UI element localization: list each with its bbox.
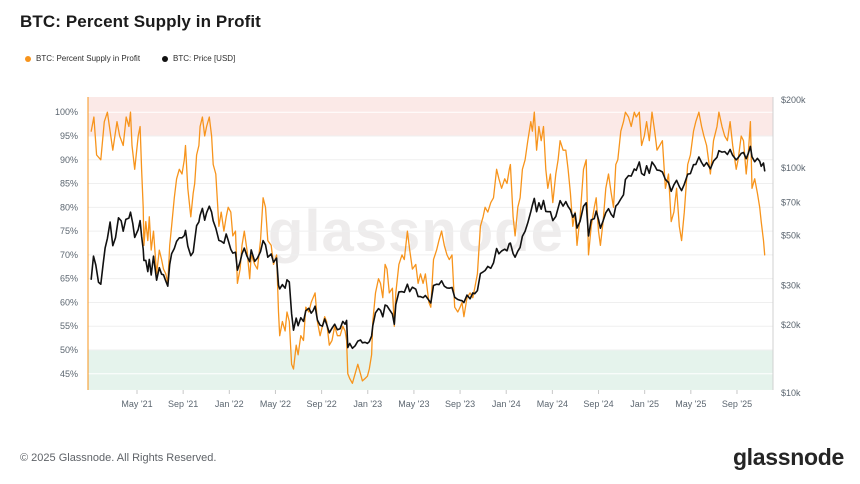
x-axis-tick-label: May '25: [675, 399, 706, 409]
y-axis-left-tick-label: 80%: [60, 202, 78, 212]
y-axis-left-tick-label: 55%: [60, 321, 78, 331]
x-axis-tick-label: Sep '21: [168, 399, 198, 409]
x-axis-tick-label: May '23: [398, 399, 429, 409]
supply-in-profit-line: [90, 111, 766, 384]
x-axis-tick-label: Jan '22: [215, 399, 244, 409]
y-axis-left-tick-label: 90%: [60, 155, 78, 165]
y-axis-right-tick-label: $30k: [781, 281, 801, 291]
y-axis-left-tick-label: 70%: [60, 250, 78, 260]
chart-legend: BTC: Percent Supply in Profit BTC: Price…: [25, 54, 235, 63]
x-axis-tick-label: Sep '25: [722, 399, 752, 409]
x-axis-tick-label: Jan '25: [630, 399, 659, 409]
high-profit-band: [88, 97, 773, 136]
y-axis-left-tick-label: 85%: [60, 179, 78, 189]
legend-dot-orange-icon: [25, 55, 31, 62]
y-axis-right-tick-label: $100k: [781, 163, 806, 173]
y-axis-left-tick-label: 60%: [60, 297, 78, 307]
y-axis-left-tick-label: 95%: [60, 131, 78, 141]
y-axis-left-tick-label: 100%: [55, 107, 78, 117]
x-axis-tick-label: Sep '24: [583, 399, 613, 409]
x-axis-tick-label: May '22: [260, 399, 291, 409]
y-axis-left-tick-label: 45%: [60, 369, 78, 379]
y-axis-left-tick-label: 50%: [60, 345, 78, 355]
x-axis-tick-label: Sep '22: [306, 399, 336, 409]
x-axis-tick-label: May '21: [121, 399, 152, 409]
low-profit-band: [88, 350, 773, 390]
x-axis-tick-label: Sep '23: [445, 399, 475, 409]
x-axis-tick-label: May '24: [537, 399, 568, 409]
page-title: BTC: Percent Supply in Profit: [20, 12, 261, 31]
y-axis-right-tick-label: $200k: [781, 95, 806, 105]
y-axis-right-tick-label: $20k: [781, 320, 801, 330]
y-axis-right-tick-label: $70k: [781, 198, 801, 208]
legend-item-supply-in-profit[interactable]: BTC: Percent Supply in Profit: [25, 54, 140, 63]
legend-label: BTC: Price [USD]: [173, 54, 236, 63]
x-axis-tick-label: Jan '23: [353, 399, 382, 409]
legend-item-price[interactable]: BTC: Price [USD]: [162, 54, 235, 63]
y-axis-right-tick-label: $50k: [781, 231, 801, 241]
y-axis-right-tick-label: $10k: [781, 388, 801, 398]
btc-price-line: [90, 145, 766, 350]
x-axis-tick-label: Jan '24: [492, 399, 521, 409]
copyright-text: © 2025 Glassnode. All Rights Reserved.: [20, 452, 217, 464]
glassnode-logo: glassnode: [732, 444, 844, 470]
legend-dot-black-icon: [162, 55, 169, 62]
y-axis-left-tick-label: 75%: [60, 226, 78, 236]
y-axis-left-tick-label: 65%: [60, 274, 78, 284]
legend-label: BTC: Percent Supply in Profit: [36, 54, 141, 63]
